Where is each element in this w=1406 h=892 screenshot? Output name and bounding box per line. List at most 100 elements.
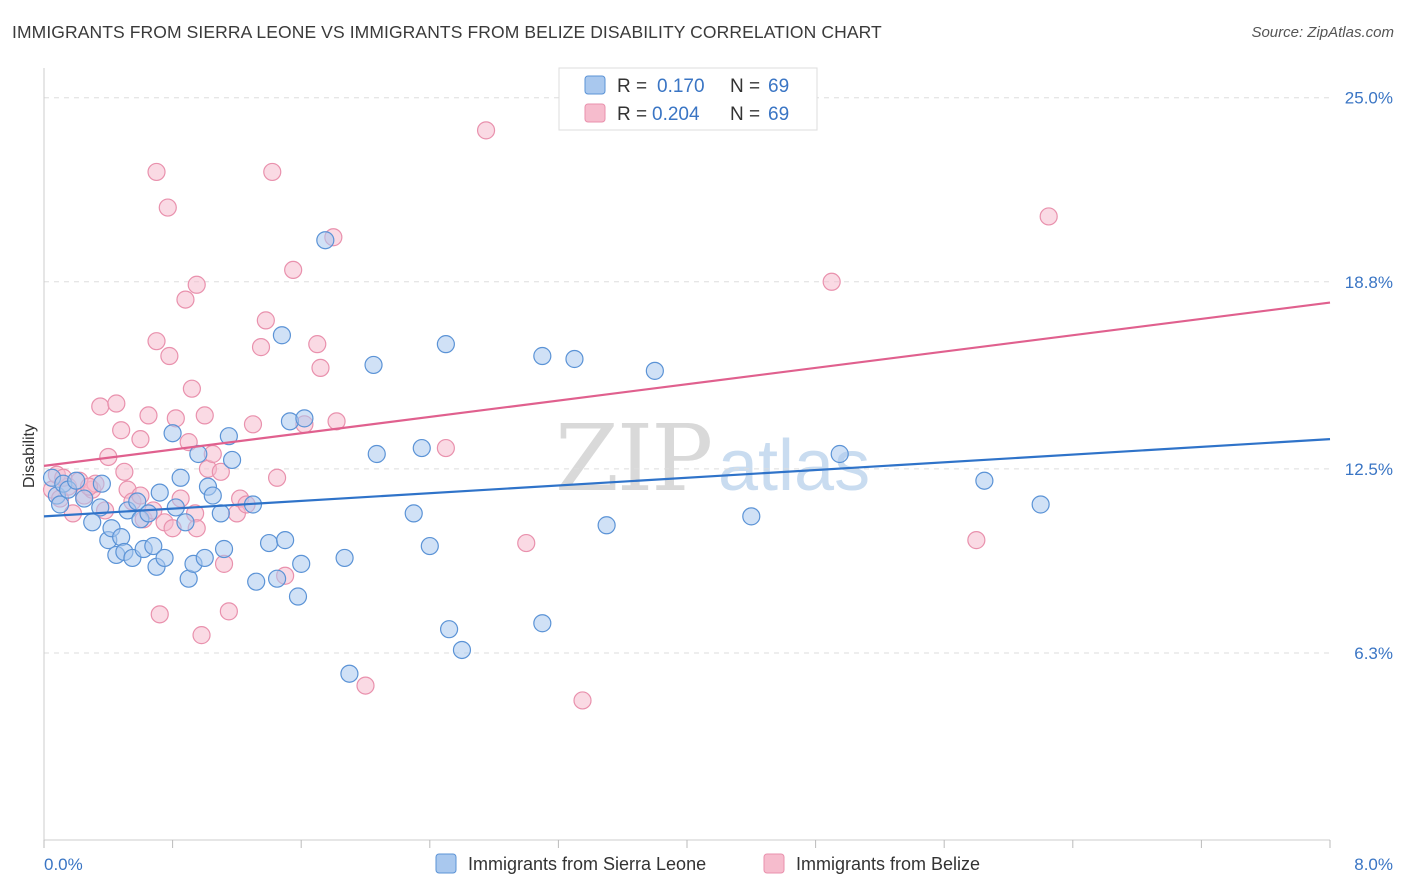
legend-n-label-pink: N =	[730, 104, 760, 125]
sierra-leone-point	[176, 513, 195, 532]
sierra-leone-point	[92, 474, 111, 493]
sierra-leone-point	[645, 361, 664, 380]
chart-title: IMMIGRANTS FROM SIERRA LEONE VS IMMIGRAN…	[12, 22, 882, 42]
sierra-leone-point	[171, 468, 190, 487]
belize-point	[517, 533, 536, 553]
belize-point	[176, 290, 195, 309]
sierra-leone-point	[139, 504, 158, 523]
belize-point	[219, 602, 238, 621]
legend-n-label-blue: N =	[730, 76, 760, 97]
bottom-legend-swatch-pink	[763, 853, 785, 874]
legend-r-value-blue: 0.170	[657, 76, 705, 97]
y-axis-label: Disability	[21, 424, 38, 488]
belize-point	[243, 415, 263, 434]
sierra-leone-point	[292, 554, 311, 573]
y-tick-label: 12.5%	[1345, 460, 1393, 479]
belize-point	[327, 412, 346, 431]
sierra-leone-point	[50, 495, 70, 514]
belize-point	[91, 397, 110, 416]
sierra-leone-point	[420, 536, 439, 556]
belize-point	[158, 198, 177, 217]
legend-n-value-pink: 69	[768, 104, 789, 125]
sierra-leone-point	[412, 438, 431, 458]
belize-point	[147, 332, 166, 351]
y-tick-label: 18.8%	[1345, 273, 1393, 292]
sierra-leone-point	[219, 427, 238, 446]
legend-n-value-blue: 69	[768, 76, 789, 97]
belize-point	[573, 691, 592, 710]
sierra-leone-trend-line	[43, 438, 1331, 518]
bottom-legend-label-blue: Immigrants from Sierra Leone	[468, 854, 706, 874]
belize-point	[822, 272, 841, 291]
legend-r-label-blue: R =	[617, 76, 647, 97]
sierra-leone-point	[452, 640, 472, 660]
sierra-leone-point	[404, 504, 423, 523]
sierra-leone-point	[335, 548, 354, 568]
sierra-leone-point	[340, 664, 359, 683]
belize-point	[150, 605, 169, 624]
sierra-leone-point	[1031, 495, 1050, 514]
sierra-leone-points	[42, 231, 1050, 683]
sierra-leone-point	[367, 444, 386, 464]
sierra-leone-point	[83, 513, 102, 532]
sierra-leone-point	[533, 614, 552, 633]
sierra-leone-point	[67, 471, 86, 490]
belize-point	[166, 409, 185, 428]
belize-point	[147, 162, 166, 182]
legend-r-label-pink: R =	[617, 104, 647, 125]
belize-point	[107, 394, 126, 413]
sierra-leone-point	[214, 539, 234, 559]
tick-labels: 6.3% 12.5% 18.8% 25.0% 0.0% 8.0%	[44, 89, 1393, 874]
sierra-leone-point	[211, 504, 230, 523]
belize-point	[195, 406, 214, 425]
sierra-leone-point	[742, 507, 761, 526]
belize-point	[284, 260, 303, 280]
legend: R = 0.170 N = 69 R = 0.204 N = 69	[558, 67, 818, 131]
bottom-legend-label-pink: Immigrants from Belize	[796, 854, 980, 874]
sierra-leone-point	[267, 569, 287, 588]
belize-point	[356, 676, 375, 695]
gridlines	[44, 97, 1330, 654]
belize-point	[251, 338, 271, 357]
sierra-leone-point	[203, 486, 222, 505]
axes	[43, 68, 1331, 848]
belize-point	[267, 468, 287, 487]
belize-point	[436, 438, 455, 458]
sierra-leone-point	[295, 409, 314, 428]
belize-point	[131, 430, 150, 449]
bottom-legend-swatch-blue	[435, 853, 457, 874]
y-tick-label: 6.3%	[1354, 644, 1393, 663]
sierra-leone-point	[163, 424, 182, 443]
belize-point	[967, 531, 986, 550]
legend-r-value-pink: 0.204	[652, 104, 700, 125]
belize-point	[187, 275, 206, 294]
sierra-leone-point	[155, 548, 174, 568]
x-tick-label-max: 8.0%	[1354, 855, 1393, 874]
sierra-leone-point	[565, 349, 584, 369]
sierra-leone-point	[272, 326, 292, 345]
sierra-leone-point	[247, 572, 266, 591]
belize-point	[1039, 207, 1058, 226]
belize-point	[211, 462, 230, 481]
belize-point	[139, 406, 158, 425]
belize-point	[308, 335, 327, 354]
belize-point	[311, 358, 330, 377]
sierra-leone-point	[597, 516, 616, 535]
sierra-leone-point	[259, 533, 279, 553]
sierra-leone-point	[364, 355, 383, 375]
sierra-leone-point	[150, 483, 169, 502]
x-tick-label-min: 0.0%	[44, 855, 83, 874]
sierra-leone-point	[439, 620, 459, 639]
source-label: Source: ZipAtlas.com	[1251, 24, 1394, 41]
bottom-legend: Immigrants from Sierra Leone Immigrants …	[435, 853, 980, 874]
legend-swatch-blue	[584, 75, 606, 95]
sierra-leone-point	[276, 531, 295, 550]
sierra-leone-point	[436, 335, 455, 354]
sierra-leone-point	[144, 536, 163, 556]
belize-trend-line	[43, 301, 1331, 467]
watermark-atlas: atlas	[718, 426, 870, 506]
sierra-leone-point	[975, 471, 994, 490]
watermark-zip: ZIP	[555, 405, 711, 512]
belize-point	[192, 626, 211, 645]
belize-point	[256, 311, 275, 330]
